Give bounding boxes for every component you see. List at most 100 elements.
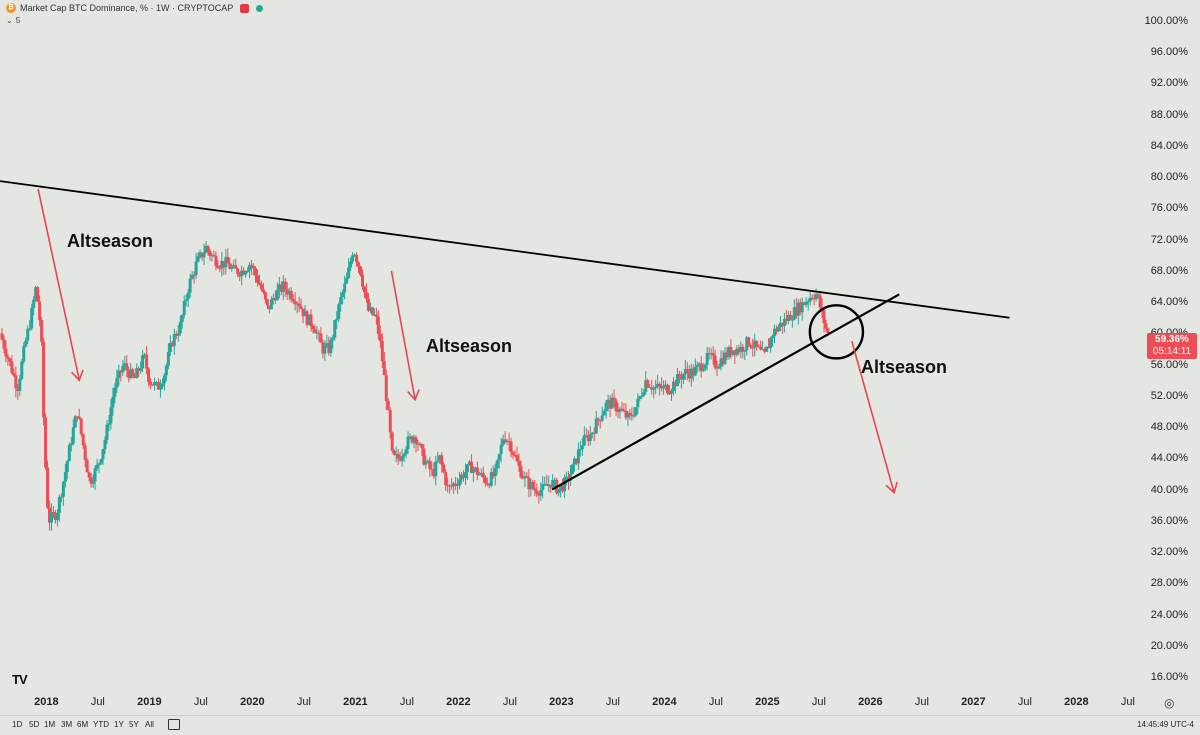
candle-body — [22, 346, 26, 362]
candle-body — [257, 282, 261, 285]
candle-body — [741, 347, 745, 352]
candle-body — [751, 347, 755, 349]
candle-body — [826, 328, 830, 334]
y-tick-label: 44.00% — [1150, 452, 1188, 465]
candle-body — [671, 381, 675, 391]
candle-body — [475, 467, 479, 476]
y-tick-label: 80.00% — [1150, 171, 1188, 184]
x-tick-label: 2019 — [137, 696, 162, 708]
candle-body — [347, 267, 351, 278]
candle-body — [275, 289, 279, 301]
candle-body — [349, 261, 353, 268]
candle-body — [462, 474, 466, 479]
clock-time[interactable]: 14:45:49 UTC-4 — [1137, 720, 1194, 729]
y-tick-label: 88.00% — [1150, 108, 1188, 121]
candle-body — [317, 332, 321, 334]
candle-body — [357, 262, 361, 267]
y-tick-label: 92.00% — [1150, 77, 1188, 90]
candle-body — [675, 374, 679, 387]
candle-body — [261, 289, 265, 293]
candle-body — [127, 370, 131, 379]
y-tick-label: 76.00% — [1150, 202, 1188, 215]
candle-body — [608, 399, 612, 409]
candle-body — [703, 364, 707, 369]
candle-body — [190, 274, 194, 279]
candle-body — [440, 455, 444, 465]
candle-body — [204, 246, 208, 253]
current-price-tag: 59.36% 05:14:11 — [1147, 333, 1197, 359]
candle-body — [458, 479, 462, 486]
candle-body — [501, 439, 505, 445]
y-tick-label: 24.00% — [1150, 608, 1188, 621]
candle-body — [32, 299, 36, 309]
candle-body — [689, 368, 693, 379]
symbol-row[interactable]: ₿ Market Cap BTC Dominance, % · 1W · CRY… — [6, 3, 264, 13]
candle-body — [725, 352, 729, 358]
candle-body — [602, 411, 606, 416]
candle-body — [351, 255, 355, 262]
timeframe-5y[interactable]: 5Y — [129, 720, 139, 729]
candle-body — [303, 311, 307, 317]
candle-body — [695, 364, 699, 368]
candle-body — [57, 496, 61, 513]
candle-body — [384, 375, 388, 401]
timeframe-all[interactable]: All — [145, 720, 154, 729]
candle-body — [192, 274, 196, 276]
candle-body — [630, 414, 634, 417]
candle-body — [287, 291, 291, 295]
candle-body — [339, 297, 343, 305]
candle-body — [418, 443, 422, 445]
candle-body — [295, 303, 299, 305]
candle-body — [366, 298, 370, 311]
candle-body — [731, 350, 735, 355]
candle-body — [212, 255, 216, 257]
candle-body — [309, 314, 313, 326]
candle-body — [527, 477, 531, 490]
x-tick-label: Jul — [1120, 696, 1135, 708]
candle-body — [224, 256, 228, 268]
candle-body — [364, 292, 368, 299]
candle-body — [709, 353, 713, 355]
chevron-down-icon[interactable]: ⌄ — [6, 16, 13, 25]
candle-body — [360, 274, 364, 287]
candle-body — [765, 346, 769, 352]
calendar-icon[interactable] — [168, 719, 180, 730]
timeframe-1y[interactable]: 1Y — [114, 720, 124, 729]
candle-body — [612, 397, 616, 401]
timeframe-1m[interactable]: 1M — [44, 720, 56, 729]
collapse-indicators[interactable]: ⌄ 5 — [6, 16, 20, 25]
market-status-icon — [256, 4, 264, 12]
candle-body — [240, 270, 244, 277]
gear-icon[interactable]: ◎ — [1164, 696, 1175, 710]
bar-countdown: 05:14:11 — [1152, 346, 1192, 357]
timeframe-3m[interactable]: 3M — [61, 720, 73, 729]
candle-body — [208, 250, 212, 256]
candle-body — [711, 353, 715, 356]
candle-body — [214, 255, 218, 267]
candle-body — [263, 292, 267, 300]
symbol-title[interactable]: Market Cap BTC Dominance, % · 1W · CRYPT… — [20, 3, 234, 13]
candle-body — [479, 472, 483, 475]
y-tick-label: 16.00% — [1150, 671, 1188, 683]
candle-body — [666, 384, 670, 394]
candle-body — [38, 301, 42, 321]
candle-body — [774, 328, 778, 332]
timeframe-ytd[interactable]: YTD — [93, 720, 109, 729]
timeframe-6m[interactable]: 6M — [77, 720, 89, 729]
candle-body — [160, 383, 164, 387]
candle-body — [610, 397, 614, 409]
candle-body — [36, 287, 40, 302]
candle-body — [499, 444, 503, 455]
candle-body — [721, 358, 725, 364]
timeframe-5d[interactable]: 5D — [29, 720, 40, 729]
candle-body — [495, 460, 499, 469]
flag-icon[interactable] — [240, 3, 250, 13]
candle-body — [806, 301, 810, 303]
candle-body — [137, 368, 141, 371]
timeframe-1d[interactable]: 1D — [12, 720, 23, 729]
arrow-shaft — [37, 188, 81, 381]
candle-body — [147, 368, 151, 382]
candle-body — [121, 365, 125, 373]
candle-body — [654, 386, 658, 388]
